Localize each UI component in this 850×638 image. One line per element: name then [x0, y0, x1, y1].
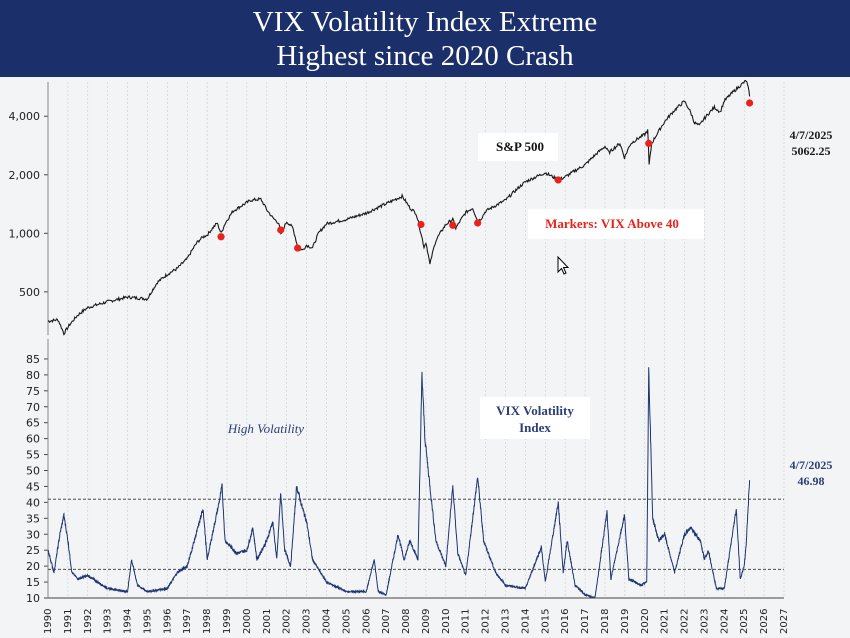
vix-above-40-marker: [417, 220, 425, 229]
vix-series-title-line1: VIX Volatility: [496, 403, 574, 418]
x-tick-label: 1995: [142, 609, 153, 634]
vix-y-tick-label: 30: [26, 528, 40, 541]
vix-above-40-marker: [645, 139, 653, 148]
vix-y-tick-label: 45: [26, 480, 40, 493]
vix-last-date: 4/7/2025: [789, 458, 833, 472]
x-tick-label: 2025: [739, 609, 750, 634]
x-tick-label: 2022: [680, 609, 691, 634]
vix-y-tick-label: 60: [26, 433, 40, 446]
vix-y-tick-label: 25: [26, 544, 40, 557]
x-tick-label: 2009: [421, 609, 432, 634]
x-tick-label: 1991: [63, 609, 74, 634]
vix-series-title-line2: Index: [519, 420, 551, 435]
vix-last-value: 46.98: [797, 474, 825, 488]
vix-y-tick-label: 80: [26, 369, 40, 382]
x-tick-label: 2011: [461, 609, 472, 634]
vix-last-value-label: 4/7/2025 46.98: [780, 457, 842, 489]
x-tick-label: 2004: [321, 609, 332, 634]
vix-above-40-marker: [554, 176, 562, 184]
chart-title-line2: Highest since 2020 Crash: [276, 40, 574, 72]
vix-y-tick-label: 85: [26, 353, 40, 366]
x-tick-label: 1997: [182, 609, 193, 634]
x-tick-label: 1992: [83, 609, 94, 634]
x-tick-label: 1994: [123, 609, 134, 634]
x-tick-label: 2010: [441, 609, 452, 634]
x-tick-label: 2008: [401, 609, 412, 634]
sp500-last-date: 4/7/2025: [789, 128, 833, 142]
vix-y-tick-label: 35: [26, 512, 40, 525]
x-tick-label: 2003: [302, 609, 313, 634]
x-tick-label: 2007: [381, 609, 392, 634]
vix-title-box: [480, 397, 590, 439]
vix-panel: 1990 1991 1992 1993 1994 1995 1996 1997 1998 1999…: [26, 339, 790, 634]
sp-y-tick-label: 4,000: [9, 110, 41, 123]
x-tick-label: 2023: [699, 609, 710, 634]
x-tick-label: 2021: [660, 609, 671, 634]
sp-y-tick-label: 2,000: [9, 169, 41, 182]
x-tick-label: 2006: [361, 609, 372, 634]
vix-above-40-marker: [449, 221, 457, 229]
x-tick-label: 1993: [103, 609, 114, 634]
vix-above-40-marker: [474, 219, 482, 227]
x-tick-label: 2000: [242, 609, 253, 634]
vix-above-40-marker: [277, 226, 285, 234]
x-tick-label: 2013: [501, 609, 512, 634]
x-tick-label: 2002: [282, 609, 293, 634]
x-tick-label: 1996: [162, 609, 173, 634]
chart-area: 500 1,000 2,000 4,000 S&P 500 Markers: VIX Ab…: [0, 77, 850, 638]
vix-line: [47, 367, 751, 599]
marker-legend-box: [528, 209, 704, 239]
x-tick-label: 2015: [540, 609, 551, 634]
vix-y-tick-label: 75: [26, 385, 40, 398]
sp500-series-title: S&P 500: [496, 139, 544, 154]
vix-y-tick-label: 55: [26, 449, 40, 462]
vix-y-tick-label: 70: [26, 401, 40, 414]
x-tick-label: 1990: [43, 609, 54, 634]
sp500-last-value-label: 4/7/2025 5062.25: [780, 127, 842, 159]
chart-background: [0, 77, 850, 638]
vix-above-40-marker: [217, 233, 225, 241]
vix-y-tick-label: 40: [26, 496, 40, 509]
sp-y-tick-label: 500: [19, 286, 40, 299]
chart-title-banner: VIX Volatility Index Extreme Highest sin…: [0, 0, 850, 77]
x-tick-label: 2020: [640, 609, 651, 634]
x-tick-label: 2018: [600, 609, 611, 634]
high-volatility-label: High Volatility: [227, 421, 304, 436]
vix-y-tick-label: 20: [26, 560, 40, 573]
x-tick-label: 2016: [560, 609, 571, 634]
mouse-pointer-icon: [557, 256, 570, 275]
x-tick-label: 2001: [262, 609, 273, 634]
sp500-line: [47, 79, 751, 336]
sp500-panel: 500 1,000 2,000 4,000 S&P 500 Markers: VIX Ab…: [9, 79, 785, 598]
x-tick-label: 2026: [759, 609, 770, 634]
x-tick-label: 2017: [580, 609, 591, 634]
chart-title-line1: VIX Volatility Index Extreme: [252, 6, 598, 38]
vix-above-40-marker: [294, 244, 302, 252]
x-tick-label: 2024: [719, 609, 730, 634]
sp-y-tick-label: 1,000: [9, 227, 41, 240]
marker-legend-label: Markers: VIX Above 40: [545, 216, 679, 231]
sp500-last-value: 5062.25: [791, 144, 831, 158]
x-tick-label: 2019: [620, 609, 631, 634]
x-tick-label: 2027: [779, 609, 790, 634]
vix-y-tick-label: 10: [26, 592, 40, 605]
vix-y-tick-label: 50: [26, 465, 40, 478]
x-tick-label: 1999: [222, 609, 233, 634]
vix-y-tick-label: 65: [26, 417, 40, 430]
sp500-title-box: [478, 133, 558, 161]
x-tick-label: 2014: [520, 609, 531, 634]
vix-above-40-marker: [745, 99, 754, 107]
x-tick-label: 1998: [202, 609, 213, 634]
x-tick-label: 2012: [481, 609, 492, 634]
vix-y-tick-label: 15: [26, 576, 40, 589]
x-tick-label: 2005: [341, 609, 352, 634]
